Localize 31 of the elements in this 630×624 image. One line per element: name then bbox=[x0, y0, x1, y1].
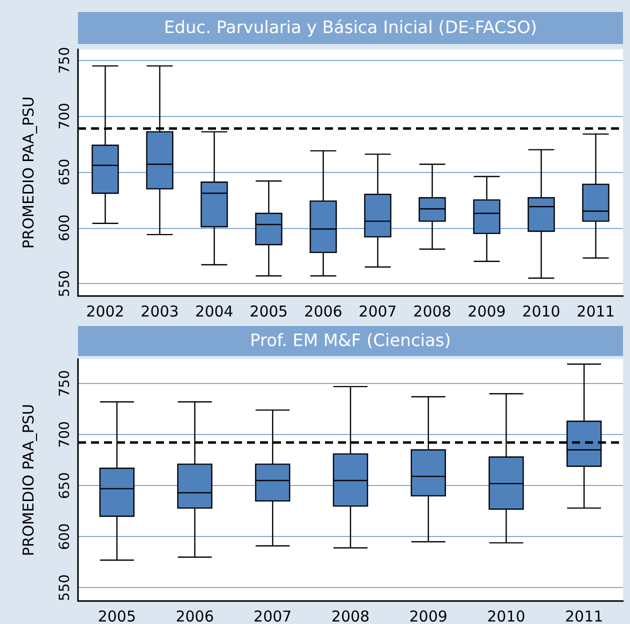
x-tick-label: 2011 bbox=[564, 608, 604, 624]
chart-title: Educ. Parvularia y Básica Inicial (DE-FACSO) bbox=[78, 12, 623, 44]
y-axis-title: PROMEDIO PAA_PSU bbox=[20, 404, 38, 556]
x-tick-label: 2010 bbox=[487, 608, 526, 624]
y-tick-label: 600 bbox=[57, 214, 73, 242]
x-tick-label: 2007 bbox=[254, 608, 292, 624]
x-tick-label: 2005 bbox=[98, 608, 136, 624]
x-tick-label: 2009 bbox=[468, 302, 506, 320]
y-tick-label: 650 bbox=[57, 158, 73, 186]
y-tick-label: 550 bbox=[57, 574, 73, 602]
x-tick-label: 2007 bbox=[358, 302, 397, 320]
x-tick-label: 2008 bbox=[331, 608, 370, 624]
x-tick-label: 2003 bbox=[140, 302, 179, 320]
x-tick-label: 2004 bbox=[195, 302, 234, 320]
x-tick-label: 2006 bbox=[304, 302, 342, 320]
x-tick-label: 2005 bbox=[250, 302, 288, 320]
y-tick-label: 700 bbox=[57, 102, 73, 130]
x-tick-label: 2008 bbox=[413, 302, 452, 320]
y-tick-label: 650 bbox=[57, 472, 73, 499]
y-tick-label: 600 bbox=[57, 523, 73, 550]
x-tick-label: 2006 bbox=[176, 608, 214, 624]
y-tick-label: 550 bbox=[57, 270, 73, 298]
x-tick-label: 2011 bbox=[576, 302, 615, 320]
y-axis-title: PROMEDIO PAA_PSU bbox=[20, 96, 38, 249]
x-tick-label: 2002 bbox=[86, 302, 124, 320]
y-tick-label: 750 bbox=[57, 370, 73, 397]
y-tick-label: 700 bbox=[57, 421, 73, 448]
chart-title: Prof. EM M&F (Ciencias) bbox=[78, 326, 623, 356]
y-tick-label: 750 bbox=[57, 46, 73, 74]
x-tick-label: 2010 bbox=[522, 302, 560, 320]
x-tick-label: 2009 bbox=[409, 608, 448, 624]
